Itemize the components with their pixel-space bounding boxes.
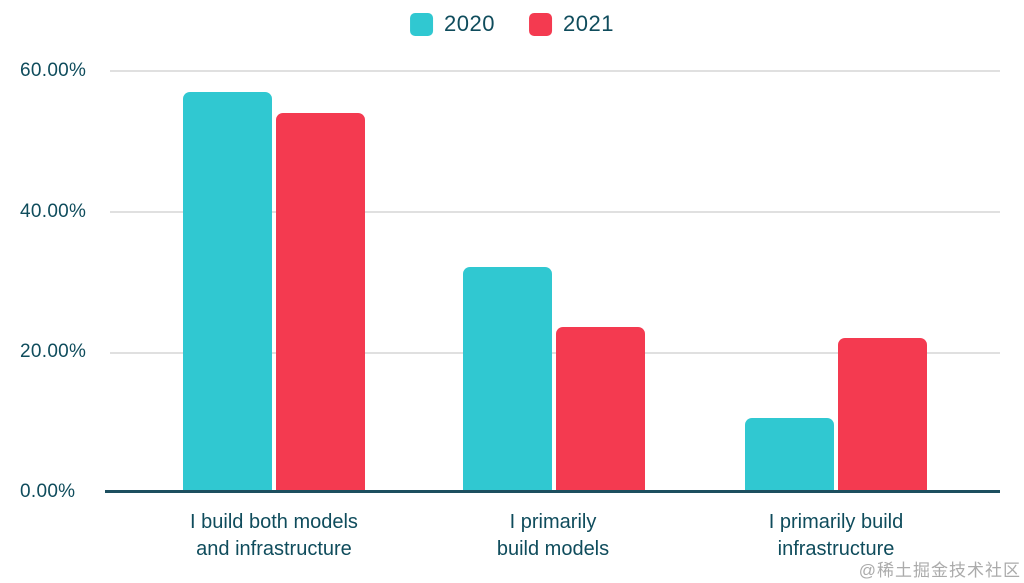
y-tick-20: 20.00% bbox=[20, 341, 87, 362]
bar-group-build-both bbox=[183, 71, 365, 492]
x-label-line: I primarily bbox=[509, 511, 597, 533]
bar-2021-build-models bbox=[556, 327, 645, 492]
x-label-build-infrastructure: I primarily build infrastructure bbox=[676, 509, 996, 563]
legend-item-2021: 2021 bbox=[529, 11, 614, 37]
x-label-build-both: I build both models and infrastructure bbox=[114, 509, 434, 563]
legend-swatch-2020-icon bbox=[410, 12, 434, 36]
legend-swatch-2021-icon bbox=[529, 12, 552, 36]
bar-group-build-infrastructure bbox=[745, 71, 927, 492]
y-tick-40: 40.00% bbox=[20, 201, 87, 222]
gridline-60 bbox=[110, 70, 1000, 72]
x-label-line: infrastructure bbox=[777, 538, 895, 560]
legend-label-2021: 2021 bbox=[563, 11, 614, 36]
bar-2020-build-models bbox=[463, 267, 552, 492]
legend: 2020 2021 bbox=[410, 11, 614, 37]
gridline-20 bbox=[110, 351, 1000, 354]
bar-2020-build-both bbox=[183, 92, 272, 492]
x-label-line: build models bbox=[496, 538, 610, 560]
x-axis-baseline bbox=[105, 490, 1000, 493]
gridline-40 bbox=[110, 211, 1000, 214]
x-label-line: I primarily build bbox=[768, 511, 904, 533]
y-tick-60: 60.00% bbox=[20, 60, 87, 81]
x-label-line: and infrastructure bbox=[196, 538, 352, 560]
watermark: @稀土掘金技术社区 bbox=[858, 561, 1021, 580]
bar-2021-build-infrastructure bbox=[838, 337, 927, 492]
x-label-build-models: I primarily build models bbox=[393, 509, 713, 563]
y-tick-0: 0.00% bbox=[20, 481, 76, 502]
plot-area bbox=[105, 70, 1000, 493]
bar-group-build-models bbox=[463, 71, 645, 492]
x-label-line: I build both models bbox=[190, 511, 358, 533]
legend-label-2020: 2020 bbox=[444, 11, 495, 36]
bar-2021-build-both bbox=[276, 113, 365, 492]
bar-2020-build-infrastructure bbox=[745, 418, 834, 492]
legend-item-2020: 2020 bbox=[410, 11, 495, 37]
